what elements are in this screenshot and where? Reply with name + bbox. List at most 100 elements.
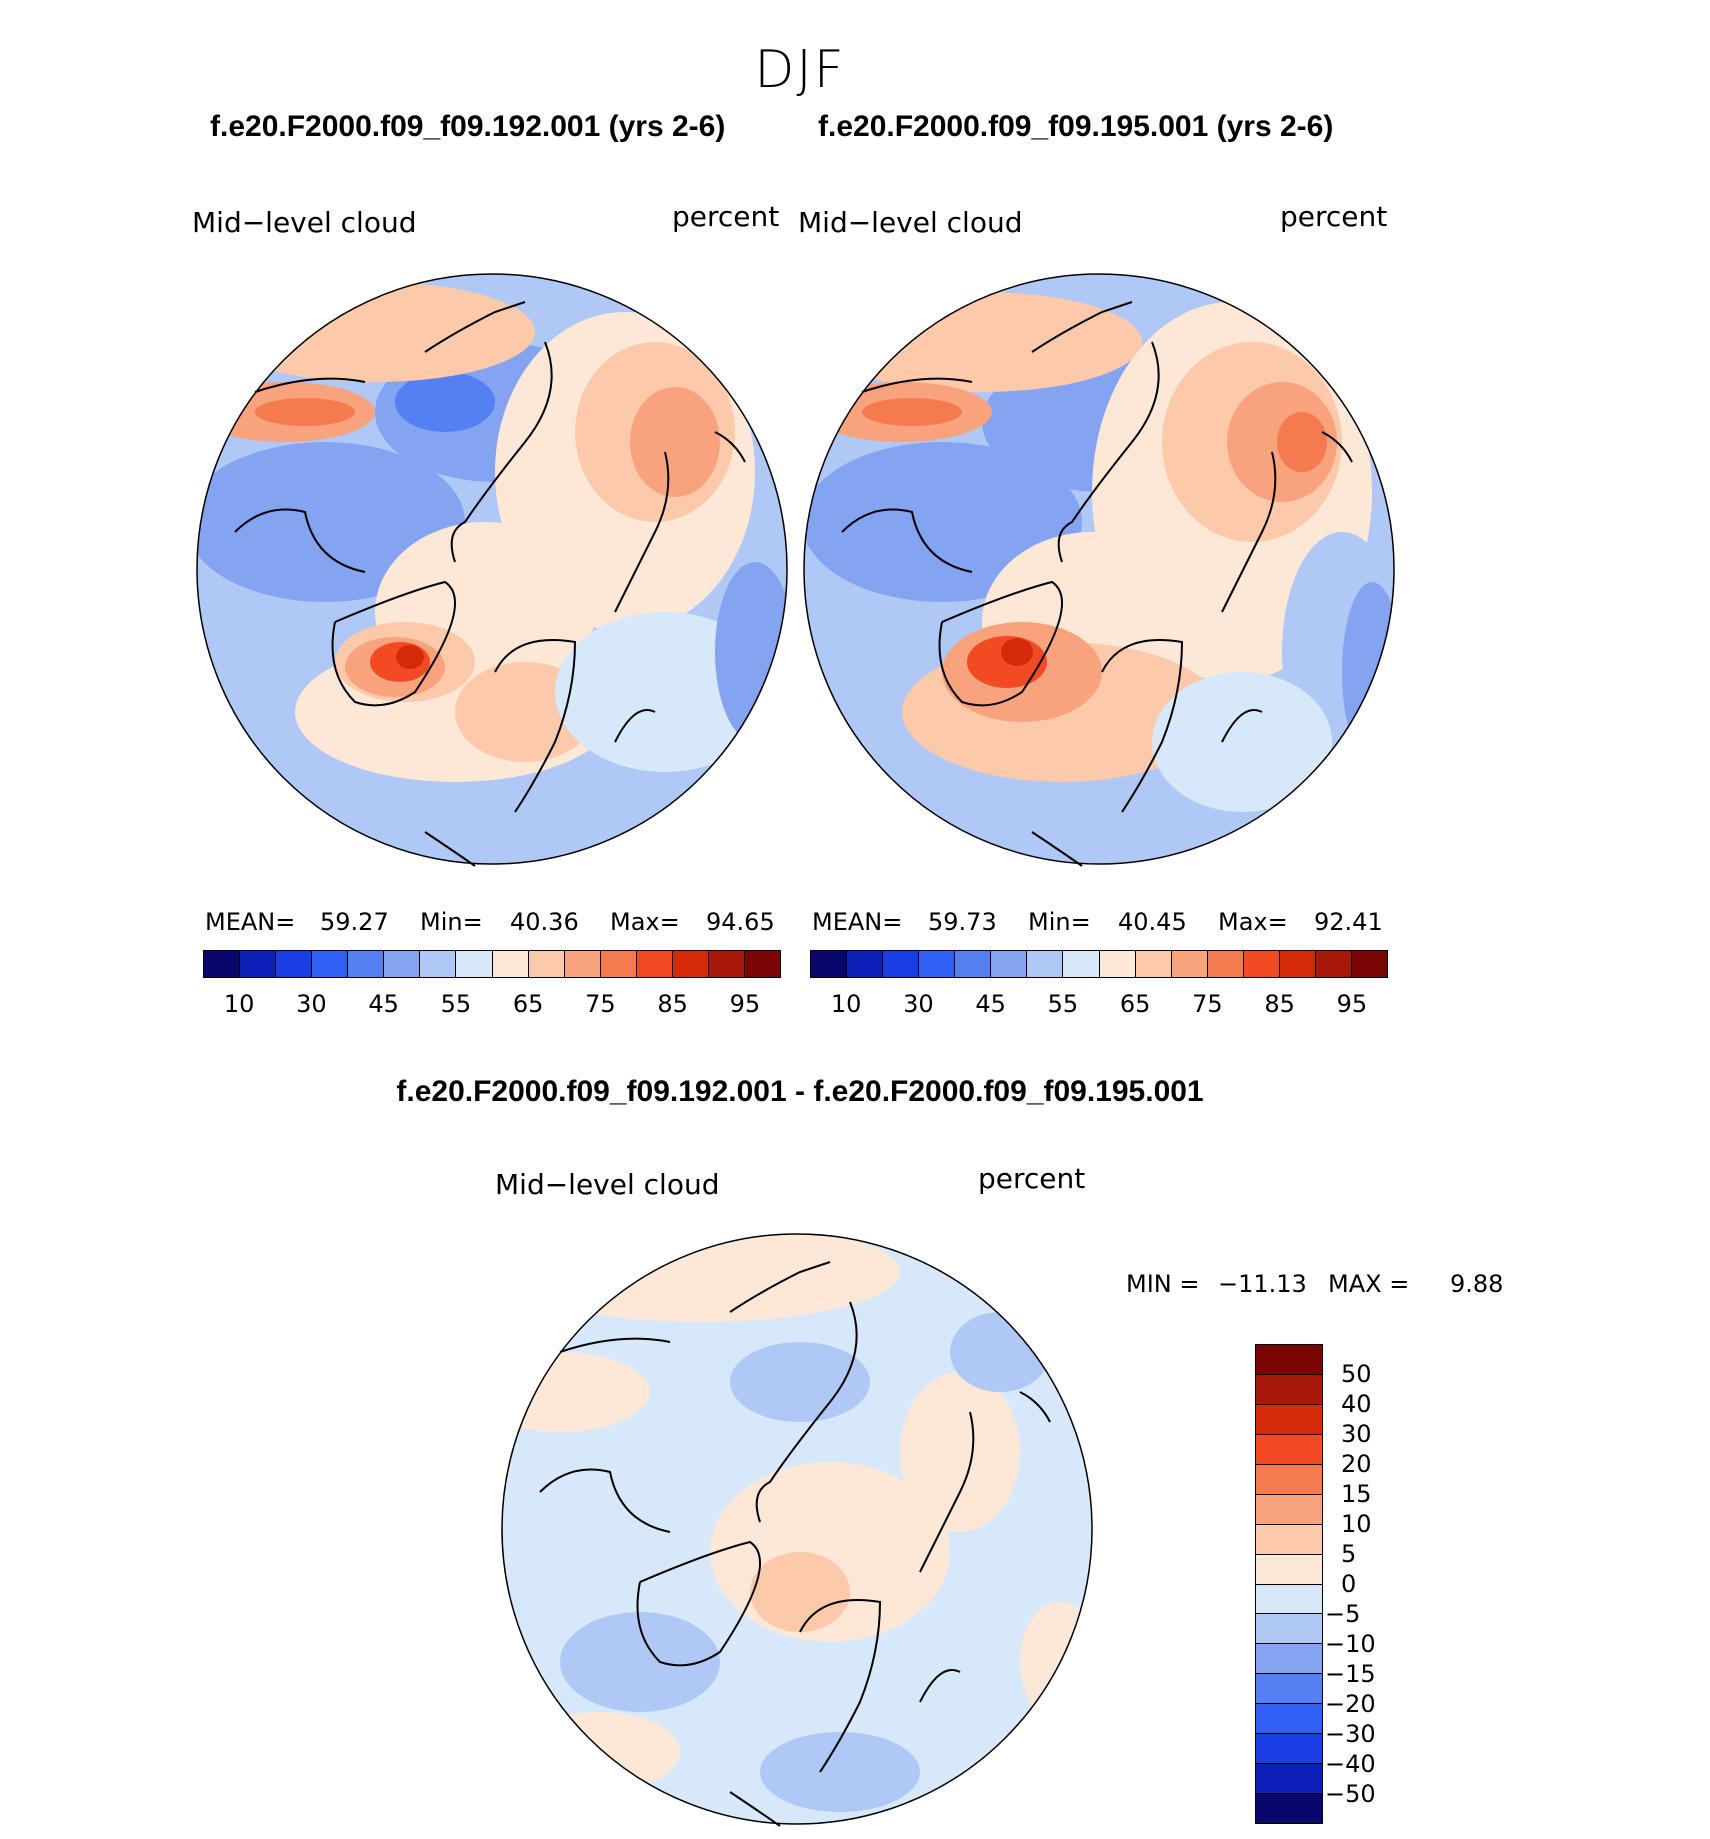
colorbar-swatch — [744, 951, 780, 977]
panel-2-min-value: 40.45 — [1118, 908, 1187, 936]
colorbar-tick-label: 0 — [1341, 1570, 1357, 1598]
panel-2-min-label: Min= — [1028, 908, 1091, 936]
colorbar-swatch — [883, 951, 920, 977]
diff-units-label: percent — [978, 1162, 1086, 1195]
colorbar-swatch — [204, 951, 241, 977]
colorbar-swatch — [1256, 1434, 1322, 1465]
panel-2-colorbar — [810, 950, 1388, 978]
colorbar-swatch — [811, 951, 848, 977]
colorbar-tick-label: −10 — [1325, 1630, 1376, 1658]
colorbar-tick-label: 10 — [830, 990, 862, 1018]
colorbar-tick-label: −20 — [1325, 1690, 1376, 1718]
colorbar-swatch — [1256, 1345, 1322, 1375]
colorbar-swatch — [1135, 951, 1172, 977]
panel-1-max-label: Max= — [610, 908, 680, 936]
panel-2-mean-value: 59.73 — [928, 908, 997, 936]
colorbar-tick-label: 65 — [512, 990, 544, 1018]
panel-2-case-title: f.e20.F2000.f09_f09.195.001 (yrs 2-6) — [818, 110, 1334, 143]
colorbar-swatch — [456, 951, 493, 977]
panel-1-min-value: 40.36 — [510, 908, 579, 936]
colorbar-tick-label: 30 — [1341, 1420, 1372, 1448]
diff-max-label: MAX = — [1328, 1270, 1410, 1298]
colorbar-swatch — [1256, 1644, 1322, 1675]
colorbar-tick-label: 20 — [1341, 1450, 1372, 1478]
panel-1-mean-value: 59.27 — [320, 908, 389, 936]
colorbar-swatch — [672, 951, 709, 977]
colorbar-swatch — [1256, 1704, 1322, 1735]
colorbar-tick-label: 50 — [1341, 1360, 1372, 1388]
diff-colorbar-ticks: 50 40 30 20 15 10 5 0 −5 −10 −15 −20 −30 −40 −50 — [1325, 1344, 1415, 1824]
diff-colorbar — [1255, 1344, 1323, 1824]
panel-2-units-label: percent — [1280, 200, 1388, 233]
colorbar-tick-label: 75 — [585, 990, 616, 1018]
panel-1-max-value: 94.65 — [706, 908, 775, 936]
colorbar-swatch — [1256, 1614, 1322, 1645]
colorbar-swatch — [1256, 1464, 1322, 1495]
colorbar-tick-label: −5 — [1325, 1600, 1361, 1628]
diff-min-label: MIN = — [1126, 1270, 1200, 1298]
colorbar-tick-label: −50 — [1325, 1780, 1376, 1808]
colorbar-tick-label: 10 — [1341, 1510, 1372, 1538]
colorbar-swatch — [276, 951, 313, 977]
colorbar-tick-label: −30 — [1325, 1720, 1376, 1748]
panel-1-units-label: percent — [672, 200, 780, 233]
colorbar-swatch — [708, 951, 745, 977]
colorbar-swatch — [1256, 1674, 1322, 1705]
diff-variable-label: Mid−level cloud — [495, 1168, 720, 1201]
colorbar-swatch — [991, 951, 1028, 977]
panel-2-variable-label: Mid−level cloud — [798, 206, 1023, 239]
colorbar-tick-label: 5 — [1341, 1540, 1357, 1568]
panel-2-mean-label: MEAN= — [812, 908, 903, 936]
colorbar-swatch — [1256, 1374, 1322, 1405]
colorbar-swatch — [1099, 951, 1136, 977]
colorbar-swatch — [1256, 1554, 1322, 1585]
panel-1-colorbar-ticks: 10 30 45 55 65 75 85 95 — [203, 990, 781, 1020]
colorbar-swatch — [1256, 1764, 1322, 1795]
colorbar-swatch — [384, 951, 421, 977]
colorbar-swatch — [919, 951, 956, 977]
colorbar-tick-label: 75 — [1192, 990, 1223, 1018]
diff-min-value: −11.13 — [1218, 1270, 1307, 1298]
colorbar-swatch — [492, 951, 529, 977]
colorbar-swatch — [1256, 1494, 1322, 1525]
panel-2-colorbar-ticks: 10 30 45 55 65 75 85 95 — [810, 990, 1388, 1020]
panel-1-case-title: f.e20.F2000.f09_f09.192.001 (yrs 2-6) — [210, 110, 726, 143]
colorbar-swatch — [636, 951, 673, 977]
panel-1-map — [196, 273, 788, 867]
colorbar-swatch — [955, 951, 992, 977]
colorbar-swatch — [312, 951, 349, 977]
colorbar-tick-label: −40 — [1325, 1750, 1376, 1778]
colorbar-swatch — [847, 951, 884, 977]
panel-1-colorbar — [203, 950, 781, 978]
colorbar-swatch — [1351, 951, 1387, 977]
colorbar-swatch — [1256, 1794, 1322, 1823]
colorbar-tick-label: −15 — [1325, 1660, 1376, 1688]
panel-1-mean-label: MEAN= — [205, 908, 296, 936]
diff-map — [501, 1233, 1093, 1827]
colorbar-swatch — [420, 951, 457, 977]
colorbar-swatch — [1171, 951, 1208, 977]
colorbar-swatch — [1315, 951, 1352, 977]
colorbar-swatch — [564, 951, 601, 977]
colorbar-swatch — [1279, 951, 1316, 977]
colorbar-swatch — [600, 951, 637, 977]
colorbar-tick-label: 30 — [903, 990, 934, 1018]
colorbar-swatch — [1256, 1404, 1322, 1435]
colorbar-tick-label: 45 — [368, 990, 399, 1018]
panel-2-max-value: 92.41 — [1314, 908, 1383, 936]
colorbar-swatch — [1256, 1584, 1322, 1615]
panel-2-max-label: Max= — [1218, 908, 1288, 936]
colorbar-swatch — [1256, 1524, 1322, 1555]
colorbar-tick-label: 85 — [1264, 990, 1295, 1018]
colorbar-swatch — [348, 951, 385, 977]
colorbar-swatch — [1243, 951, 1280, 977]
colorbar-swatch — [1027, 951, 1064, 977]
colorbar-tick-label: 95 — [729, 990, 761, 1018]
colorbar-tick-label: 55 — [1047, 990, 1079, 1018]
panel-1-min-label: Min= — [420, 908, 483, 936]
page-title: DJF — [754, 40, 846, 100]
colorbar-tick-label: 95 — [1336, 990, 1368, 1018]
colorbar-tick-label: 45 — [975, 990, 1006, 1018]
colorbar-tick-label: 55 — [440, 990, 472, 1018]
colorbar-tick-label: 65 — [1119, 990, 1151, 1018]
